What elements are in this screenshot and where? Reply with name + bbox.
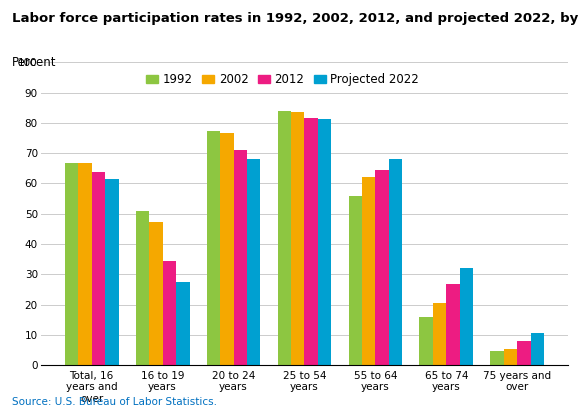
Bar — [419, 317, 433, 365]
Bar — [460, 268, 473, 365]
Bar — [447, 284, 460, 365]
Bar — [105, 178, 118, 365]
Bar — [491, 351, 504, 365]
Bar — [78, 163, 92, 365]
Bar — [136, 211, 149, 365]
Bar — [176, 282, 190, 365]
Text: Percent: Percent — [12, 56, 56, 69]
Bar — [149, 222, 162, 365]
Bar — [304, 118, 318, 365]
Text: Labor force participation rates in 1992, 2002, 2012, and projected 2022, by age: Labor force participation rates in 1992,… — [12, 12, 580, 25]
Bar — [389, 159, 403, 365]
Bar — [349, 196, 362, 365]
Bar — [64, 164, 78, 365]
Bar — [291, 112, 305, 365]
Bar — [206, 131, 220, 365]
Bar — [277, 111, 291, 365]
Bar — [375, 170, 389, 365]
Bar — [504, 349, 517, 365]
Bar — [234, 150, 247, 365]
Bar — [531, 333, 545, 365]
Bar — [318, 119, 332, 365]
Bar — [220, 133, 234, 365]
Bar — [162, 261, 176, 365]
Bar — [247, 159, 260, 365]
Legend: 1992, 2002, 2012, Projected 2022: 1992, 2002, 2012, Projected 2022 — [142, 68, 424, 90]
Bar — [517, 341, 531, 365]
Bar — [362, 177, 375, 365]
Text: Source: U.S. Bureau of Labor Statistics.: Source: U.S. Bureau of Labor Statistics. — [12, 397, 216, 407]
Bar — [92, 172, 105, 365]
Bar — [433, 303, 447, 365]
